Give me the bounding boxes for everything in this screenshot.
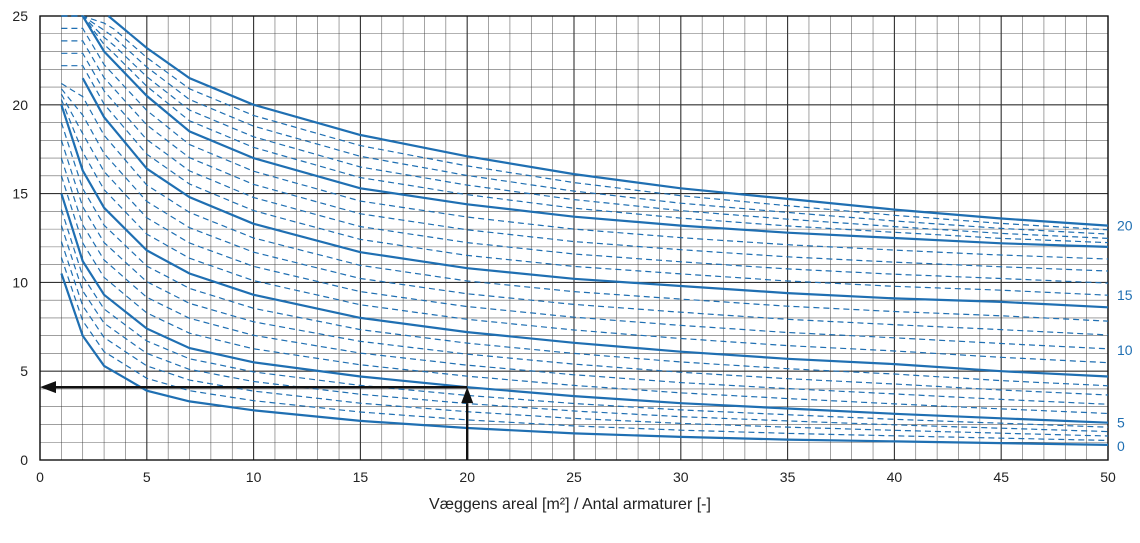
dashed-curve xyxy=(61,15,1109,244)
dashed-curve xyxy=(61,27,1109,260)
y-tick-labels: 0 5 10 15 20 25 xyxy=(12,8,28,468)
curve-label: 10 xyxy=(1117,342,1133,358)
y-tick-label: 5 xyxy=(20,363,28,379)
solid-curve xyxy=(60,273,1109,446)
x-tick-label: 15 xyxy=(353,469,369,485)
arrow-head xyxy=(461,387,474,404)
dashed-curve xyxy=(60,99,1109,364)
solid-curve xyxy=(81,77,1109,309)
dashed-curve xyxy=(61,15,1109,231)
dashed-curve xyxy=(60,88,1109,336)
dashed-curve xyxy=(61,65,1109,296)
x-tick-label: 30 xyxy=(673,469,689,485)
dashed-curve xyxy=(61,82,1109,322)
x-tick-label: 40 xyxy=(887,469,903,485)
arrows xyxy=(40,381,474,460)
dashed-curve xyxy=(60,175,1109,415)
x-axis-label: Væggens areal [m²] / Antal armaturer [-] xyxy=(429,496,711,513)
y-tick-label: 10 xyxy=(12,274,28,290)
x-tick-label: 10 xyxy=(246,469,262,485)
dashed-curve xyxy=(61,40,1109,272)
dashed-curve xyxy=(60,209,1109,428)
dashed-curve xyxy=(60,225,1109,433)
dashed-curve xyxy=(61,15,1109,239)
x-tick-label: 5 xyxy=(143,469,151,485)
solid-curve xyxy=(107,15,1109,227)
solid-curves xyxy=(60,15,1109,446)
dashed-curve xyxy=(60,157,1109,405)
dashed-curve xyxy=(60,93,1109,350)
y-tick-label: 15 xyxy=(12,186,28,202)
curve-labels: 20 15 10 5 0 xyxy=(1117,218,1133,454)
dashed-curve xyxy=(60,140,1109,396)
x-tick-label: 45 xyxy=(993,469,1009,485)
curve-label: 15 xyxy=(1117,287,1133,303)
curve-label: 0 xyxy=(1117,438,1125,454)
x-tick-labels: 0 5 10 15 20 25 30 35 40 45 50 xyxy=(36,469,1116,485)
curve-label: 20 xyxy=(1117,218,1133,234)
x-tick-label: 0 xyxy=(36,469,44,485)
y-tick-label: 20 xyxy=(12,97,28,113)
x-tick-label: 35 xyxy=(780,469,796,485)
dashed-curve xyxy=(60,122,1109,387)
arrow-head xyxy=(40,381,56,394)
y-tick-label: 0 xyxy=(20,452,28,468)
dashed-curve xyxy=(61,15,1109,235)
dashed-curve xyxy=(61,52,1109,284)
solid-curve xyxy=(60,193,1109,424)
x-tick-label: 25 xyxy=(566,469,582,485)
dashed-curve xyxy=(60,257,1109,442)
dashed-curves xyxy=(60,15,1109,442)
x-tick-label: 20 xyxy=(459,469,475,485)
x-tick-label: 50 xyxy=(1100,469,1116,485)
solid-curve xyxy=(81,15,1109,248)
curve-label: 5 xyxy=(1117,415,1125,431)
solid-curve xyxy=(60,104,1109,378)
y-tick-label: 25 xyxy=(12,8,28,24)
